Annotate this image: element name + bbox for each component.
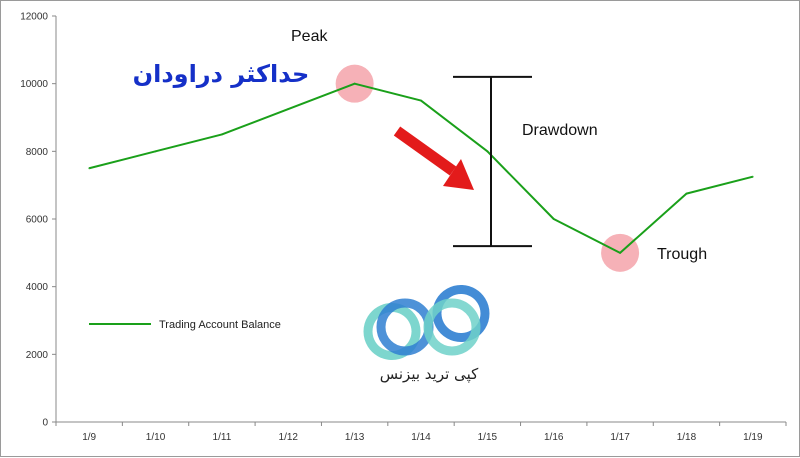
- x-tick-label: 1/11: [213, 432, 232, 443]
- y-tick-label: 2000: [26, 350, 49, 361]
- x-tick-label: 1/12: [279, 432, 299, 443]
- data-point: [685, 192, 688, 195]
- data-point: [420, 99, 422, 102]
- y-tick-label: 0: [42, 418, 48, 429]
- data-point: [751, 175, 754, 178]
- x-tick-label: 1/17: [610, 432, 630, 443]
- data-point: [353, 82, 356, 85]
- watermark-logo-icon: [363, 285, 490, 360]
- x-tick-label: 1/16: [544, 432, 564, 443]
- red-arrow-head: [443, 159, 474, 190]
- chart-marks: [88, 64, 754, 272]
- data-point: [486, 150, 489, 153]
- x-tick-label: 1/14: [411, 432, 431, 443]
- red-arrow-shaft: [393, 126, 457, 176]
- x-tick-label: 1/10: [146, 432, 166, 443]
- y-tick-label: 12000: [20, 12, 48, 23]
- legend-label: Trading Account Balance: [159, 319, 281, 331]
- y-tick-label: 8000: [26, 147, 49, 158]
- peak-label: Peak: [291, 28, 328, 45]
- watermark-text: کپی ترید بیزنس: [380, 365, 479, 384]
- red-arrow-icon: [393, 126, 474, 190]
- data-point: [220, 133, 223, 136]
- series-line-trading-account-balance: [88, 82, 754, 254]
- trough-label: Trough: [657, 246, 707, 263]
- data-point: [552, 218, 555, 220]
- data-point: [287, 108, 290, 111]
- watermark: کپی ترید بیزنس: [363, 285, 490, 384]
- legend: Trading Account Balance: [89, 319, 281, 331]
- data-point: [154, 150, 157, 153]
- data-point: [619, 251, 622, 254]
- x-tick-label: 1/18: [677, 432, 697, 443]
- y-tick-label: 4000: [26, 282, 49, 293]
- x-tick-label: 1/13: [345, 432, 365, 443]
- x-tick-label: 1/19: [743, 432, 763, 443]
- data-point: [88, 167, 91, 170]
- y-tick-label: 10000: [20, 79, 48, 90]
- x-tick-label: 1/9: [82, 432, 96, 443]
- x-tick-label: 1/15: [478, 432, 498, 443]
- annotations: Peak Drawdown Trough حداکثر دراودان: [133, 28, 707, 263]
- axes: 0 2000 4000 6000 8000 10000 12000 1/9 1/10 1/11 1/…: [20, 12, 787, 443]
- max-drawdown-title: حداکثر دراودان: [133, 60, 310, 88]
- drawdown-label: Drawdown: [522, 122, 598, 139]
- y-tick-label: 6000: [26, 215, 49, 226]
